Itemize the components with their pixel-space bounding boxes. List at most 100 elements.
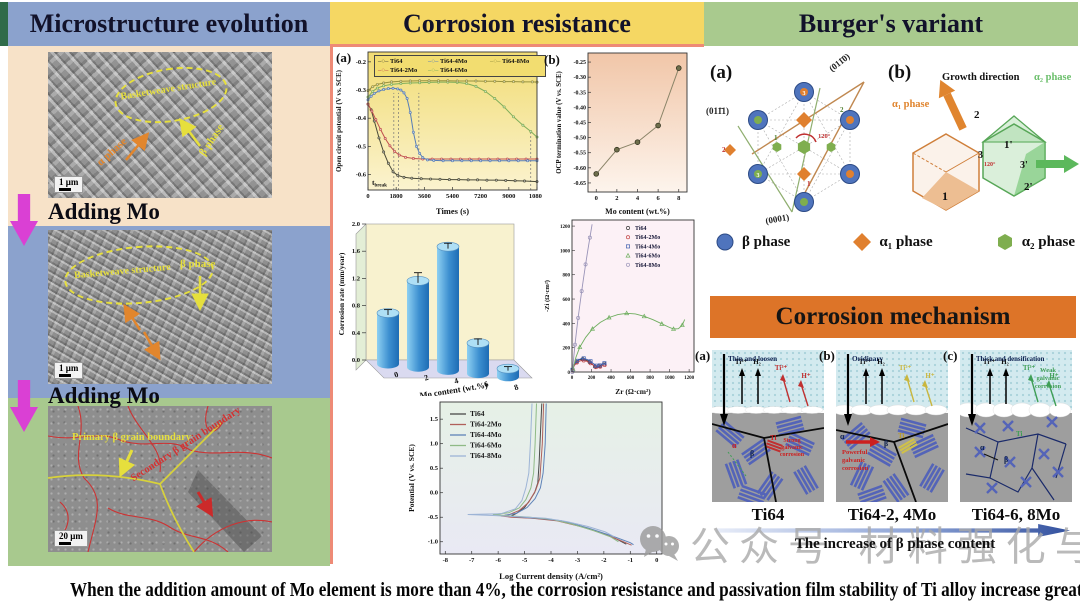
svg-text:-6: -6 xyxy=(495,557,501,564)
svg-text:10800: 10800 xyxy=(529,193,542,200)
svg-text:0: 0 xyxy=(595,195,598,202)
bar-8 xyxy=(496,363,520,382)
svg-text:Times (s): Times (s) xyxy=(436,206,469,216)
svg-text:Oridinary: Oridinary xyxy=(852,355,884,363)
svg-text:Ti³⁺: Ti³⁺ xyxy=(775,364,788,372)
svg-text:120°: 120° xyxy=(818,133,831,140)
scalebar-20um: 20 μm xyxy=(54,530,88,547)
svg-text:2.0: 2.0 xyxy=(352,221,360,228)
svg-text:α: α xyxy=(980,443,985,452)
svg-text:1.5: 1.5 xyxy=(430,416,439,423)
svg-text:1: 1 xyxy=(807,180,811,188)
svg-text:Growth direction: Growth direction xyxy=(942,72,1020,83)
panel-caption: Ti64-2, 4Mo xyxy=(847,505,937,524)
phase-legend-diamond: α₁ phase xyxy=(852,232,933,252)
svg-text:1000: 1000 xyxy=(665,376,676,381)
svg-text:3: 3 xyxy=(978,150,983,161)
svg-text:-0.55: -0.55 xyxy=(574,151,587,157)
svg-text:Ti64-8Mo: Ti64-8Mo xyxy=(470,451,502,460)
svg-text:β: β xyxy=(1004,455,1008,464)
phase-legend-label: β phase xyxy=(742,233,791,250)
svg-text:1: 1 xyxy=(942,189,948,203)
svg-text:3: 3 xyxy=(803,91,806,97)
svg-text:-1.0: -1.0 xyxy=(428,539,438,546)
svg-text:5400: 5400 xyxy=(446,193,459,200)
beta-content-arrow-label: The increase of β phase content xyxy=(794,536,996,552)
svg-text:(011̄1): (011̄1) xyxy=(706,106,729,116)
phase-legend: β phase α₁ phase α₂ phase xyxy=(715,232,1075,252)
svg-text:Ti: Ti xyxy=(898,432,905,440)
header-burgers-label: Burger's variant xyxy=(798,9,984,38)
svg-text:β: β xyxy=(884,439,888,448)
adding-mo-label-1: Adding Mo xyxy=(48,199,160,224)
svg-text:-5: -5 xyxy=(522,557,528,564)
svg-text:6: 6 xyxy=(483,379,490,389)
svg-text:Ti64-4Mo: Ti64-4Mo xyxy=(635,244,660,250)
ocp-term-chart-container: (b) 0 2 4 6 8 -0.25 -0.30 -0.35 -0.40 -0.45 -0.50 -… xyxy=(544,48,696,216)
svg-text:9000: 9000 xyxy=(502,193,515,200)
ocp-chart-container: (a) 0 1800 3600 5400 7200 9000 10800 -0.2 -0.3 -0… xyxy=(334,48,546,216)
conclusion-text: When the addition amount of Mo element i… xyxy=(69,580,1080,601)
panel-label-a: (a) xyxy=(336,50,352,65)
svg-text:-1: -1 xyxy=(628,557,633,564)
mechanism-panel-2: Ti³⁺ H₂ Ti³⁺ H⁺ Oridinary Powerful galvanic cor… xyxy=(819,348,948,524)
svg-text:Ti³⁺: Ti³⁺ xyxy=(735,358,748,366)
panel-tag: (a) xyxy=(695,348,711,363)
svg-text:tbreak: tbreak xyxy=(372,178,387,189)
mechanism-panel-3: Ti³⁺ H₂ Ti³⁺ H⁺ Thick and densification Weak g… xyxy=(943,348,1072,524)
svg-text:2: 2 xyxy=(423,373,430,383)
svg-text:-0.65: -0.65 xyxy=(574,181,587,187)
svg-text:galvanic: galvanic xyxy=(842,457,865,464)
mechanism-diagram: Ti³⁺ H₂ Ti³⁺ H⁺ Oridinary Powerfulgalvaniccor… xyxy=(836,350,948,502)
svg-text:-0.35: -0.35 xyxy=(574,90,587,96)
svg-text:(011̄0): (011̄0) xyxy=(827,52,852,74)
svg-text:H⁺: H⁺ xyxy=(1049,372,1058,380)
svg-text:corrosion: corrosion xyxy=(1035,383,1062,390)
svg-text:200: 200 xyxy=(588,376,596,381)
scalebar-1um-2: 1 μm xyxy=(54,362,84,379)
svg-text:-0.3: -0.3 xyxy=(356,87,367,94)
svg-text:Weak: Weak xyxy=(1040,367,1056,374)
svg-text:Ti: Ti xyxy=(1016,430,1023,438)
svg-text:1200: 1200 xyxy=(560,225,571,230)
svg-text:7200: 7200 xyxy=(474,193,487,200)
svg-text:600: 600 xyxy=(563,298,571,303)
svg-text:1': 1' xyxy=(1004,139,1013,151)
burgers-variant-a-diagram: (a) 3 3 120° 1 2 1 2 (011̄0) (011̄1) (0001) xyxy=(706,52,865,226)
svg-text:Ti: Ti xyxy=(770,434,777,442)
bar-0 xyxy=(376,308,400,369)
svg-text:Thin and loosen: Thin and loosen xyxy=(728,355,777,363)
svg-text:-0.45: -0.45 xyxy=(574,121,587,127)
svg-text:-Zi (Ω·cm²): -Zi (Ω·cm²) xyxy=(544,280,551,312)
series-Ti64-6Mo xyxy=(570,310,686,371)
corrosion-rate-chart: 0.00.40.81.21.62.00 2 4 6 8Mo content (wt.%)… xyxy=(337,221,533,400)
svg-text:-0.6: -0.6 xyxy=(356,172,367,179)
svg-text:Open circuit potential (V vs.: Open circuit potential (V vs. SCE) xyxy=(335,69,343,172)
svg-text:4: 4 xyxy=(636,195,640,202)
svg-text:1.2: 1.2 xyxy=(352,275,360,282)
svg-text:Log Current density (A/cm²): Log Current density (A/cm²) xyxy=(499,571,603,581)
svg-text:0.0: 0.0 xyxy=(430,490,438,497)
svg-text:Ti³⁺: Ti³⁺ xyxy=(1023,364,1036,372)
svg-text:2: 2 xyxy=(840,106,844,114)
svg-text:1.0: 1.0 xyxy=(430,441,438,448)
svg-text:0: 0 xyxy=(571,376,574,381)
corner-strip xyxy=(0,2,8,46)
svg-text:1200: 1200 xyxy=(684,376,695,381)
mechanism-panel-1: Ti³⁺ H₂ Ti³⁺ H⁺ Thin and loosen Strong galvani… xyxy=(695,348,824,524)
svg-text:0: 0 xyxy=(393,370,400,380)
sem-image-grain-boundaries: Primary β grain boundary Secondary β gra… xyxy=(48,406,272,552)
svg-text:4: 4 xyxy=(453,376,460,386)
series-Ti64-4Mo xyxy=(570,356,607,372)
svg-text:H⁺: H⁺ xyxy=(801,372,810,380)
svg-text:(a): (a) xyxy=(710,62,732,83)
svg-text:6: 6 xyxy=(657,195,661,202)
svg-text:1800: 1800 xyxy=(390,193,403,200)
svg-text:α₁ phase: α₁ phase xyxy=(892,99,930,110)
watermark-text: 公众号 材料强化与防护 xyxy=(690,524,1080,570)
header-mechanism-label: Corrosion mechanism xyxy=(775,303,1011,330)
svg-text:1000: 1000 xyxy=(560,249,571,254)
svg-text:120°: 120° xyxy=(984,161,996,168)
svg-text:-0.30: -0.30 xyxy=(574,75,587,81)
svg-text:-0.60: -0.60 xyxy=(574,166,587,172)
